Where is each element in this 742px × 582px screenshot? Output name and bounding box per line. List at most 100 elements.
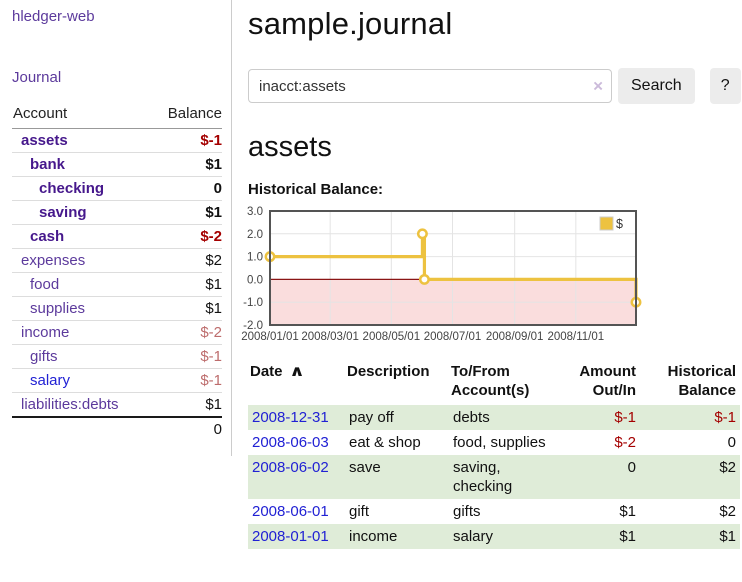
account-name-cell: cash: [12, 224, 151, 249]
account-balance: $-1: [150, 344, 222, 369]
register-date-cell: 2008-12-31: [248, 405, 345, 430]
accounts-header-account: Account: [12, 102, 151, 129]
register-date-cell: 2008-06-02: [248, 455, 345, 499]
register-header-description[interactable]: Description: [345, 360, 449, 405]
sidebar-account-supplies[interactable]: supplies: [30, 300, 86, 317]
search-button[interactable]: Search: [618, 68, 695, 104]
register-balance-cell: $2: [719, 503, 736, 520]
register-date-cell: 2008-06-03: [248, 430, 345, 455]
account-balance: $1: [150, 392, 222, 418]
header-label: Historical Balance: [667, 363, 736, 399]
register-amount-cell: 0: [627, 459, 636, 476]
transaction-date-link[interactable]: 2008-06-02: [252, 459, 329, 476]
transaction-date-link[interactable]: 2008-01-01: [252, 528, 329, 545]
register-date-cell: 2008-01-01: [248, 524, 345, 549]
header-label: Amount Out/In: [579, 363, 636, 399]
account-row: supplies $1: [12, 296, 222, 321]
register-accounts-cell: saving, checking: [453, 459, 513, 495]
sidebar-account-saving[interactable]: saving: [39, 204, 87, 221]
account-row: expenses $2: [12, 248, 222, 273]
sidebar-account-checking[interactable]: checking: [39, 180, 105, 197]
transaction-date-link[interactable]: 2008-06-03: [252, 434, 329, 451]
account-name-cell: income: [12, 320, 151, 345]
register-description-cell: eat & shop: [349, 434, 421, 451]
register-header-row: Date ∧ Description To/From Account(s) Amount…: [248, 360, 740, 405]
transaction-date-link[interactable]: 2008-12-31: [252, 409, 329, 426]
accounts-total-row: 0: [12, 416, 222, 441]
transaction-date-link[interactable]: 2008-06-01: [252, 503, 329, 520]
register-description-cell: gift: [349, 503, 370, 520]
account-name-cell: expenses: [12, 248, 151, 273]
register-description-cell: pay off: [349, 409, 394, 426]
register-header-to-from[interactable]: To/From Account(s): [449, 360, 559, 405]
register-header-date[interactable]: Date ∧: [248, 360, 345, 405]
account-row: food $1: [12, 272, 222, 297]
chart-title: Historical Balance:: [248, 181, 384, 198]
accounts-table: Account Balance assets $-1 bank $1 checking 0…: [12, 102, 222, 441]
sidebar: hledger-web Journal Account Balance asse…: [0, 0, 232, 582]
register-accounts-cell: debts: [453, 409, 490, 426]
sidebar-item-journal[interactable]: Journal: [12, 69, 62, 86]
sidebar-account-bank[interactable]: bank: [30, 156, 66, 173]
sidebar-account-expenses[interactable]: expenses: [21, 252, 86, 269]
account-name-cell: supplies: [12, 296, 151, 321]
x-tick-label: 2008/01/01: [241, 331, 299, 343]
account-name-cell: bank: [12, 152, 151, 177]
account-balance: $2: [150, 248, 222, 273]
clear-search-icon[interactable]: ×: [593, 76, 603, 96]
legend-label: $: [616, 217, 623, 231]
register-accounts-cell: gifts: [453, 503, 481, 520]
sidebar-account-liabilities-debts[interactable]: liabilities:debts: [21, 396, 119, 413]
accounts-header-balance: Balance: [150, 102, 222, 129]
balance-chart: 3.0 2.0 1.0 0.0 -1.0 -2.0 2008/01/01 2008/03/01…: [241, 203, 742, 345]
x-tick-label: 2008/07/01: [424, 331, 482, 343]
y-tick-label: 2.0: [247, 229, 263, 241]
account-balance: $1: [150, 296, 222, 321]
header-label: Description: [347, 363, 430, 380]
register-accounts-cell: food, supplies: [453, 434, 546, 451]
main-content: sample.journal × Search ? assets Histori…: [232, 0, 742, 582]
sidebar-account-assets[interactable]: assets: [21, 132, 68, 149]
account-row: income $-2: [12, 320, 222, 345]
x-tick-label: 2008/05/01: [363, 331, 421, 343]
search-input[interactable]: [248, 69, 612, 103]
sidebar-divider: [231, 0, 232, 456]
sidebar-account-food[interactable]: food: [30, 276, 60, 293]
account-balance: $1: [150, 152, 222, 177]
sidebar-account-gifts[interactable]: gifts: [30, 348, 58, 365]
app-title-link[interactable]: hledger-web: [12, 8, 95, 25]
account-name-cell: assets: [12, 128, 151, 153]
register-header-historical[interactable]: Historical Balance: [640, 360, 740, 405]
page-title: sample.journal: [248, 6, 453, 41]
y-tick-label: 1.0: [247, 252, 263, 264]
account-name-cell: liabilities:debts: [12, 392, 151, 418]
register-date-cell: 2008-06-01: [248, 499, 345, 524]
account-balance: 0: [150, 176, 222, 201]
account-name-cell: checking: [12, 176, 151, 201]
data-point-marker: [416, 228, 428, 240]
header-label: To/From Account(s): [451, 363, 530, 399]
data-point-marker: [418, 273, 430, 285]
account-balance: $-1: [150, 128, 222, 153]
register-amount-cell: $-2: [614, 434, 636, 451]
y-tick-label: 0.0: [247, 274, 263, 286]
register-description-cell: income: [349, 528, 398, 545]
register-header-amount[interactable]: Amount Out/In: [559, 360, 640, 405]
account-row: checking 0: [12, 176, 222, 201]
register-row: 2008-06-01 gift gifts $1 $2: [248, 499, 740, 524]
register-row: 2008-01-01 income salary $1 $1: [248, 524, 740, 549]
x-tick-label: 2008/09/01: [486, 331, 544, 343]
register-balance-cell: $2: [719, 459, 736, 476]
account-name-cell: salary: [12, 368, 151, 393]
account-row: bank $1: [12, 152, 222, 177]
x-tick-label: 2008/11/01: [547, 331, 604, 343]
search-help-button[interactable]: ?: [709, 68, 741, 104]
sidebar-account-income[interactable]: income: [21, 324, 70, 341]
header-label: Date: [250, 363, 283, 380]
chart-border: [269, 210, 637, 326]
sort-ascending-icon: ∧: [288, 363, 305, 380]
sidebar-account-cash[interactable]: cash: [30, 228, 65, 245]
sidebar-account-salary[interactable]: salary: [30, 372, 71, 389]
register-table: Date ∧ Description To/From Account(s) Amount…: [248, 360, 740, 549]
